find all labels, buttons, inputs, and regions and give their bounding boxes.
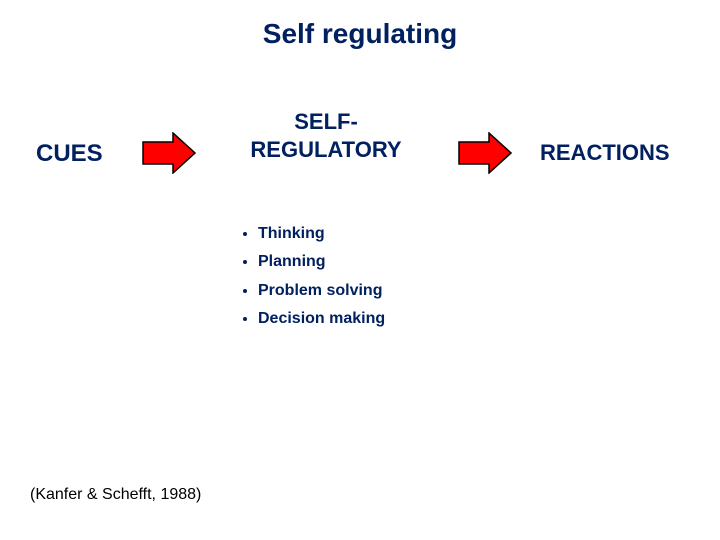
cues-label: CUES — [36, 140, 103, 168]
bullet-item: Decision making — [258, 310, 388, 328]
self-regulatory-label: SELF- REGULATORY — [226, 108, 426, 163]
bullet-list: Thinking Planning Problem solving Decision … — [238, 225, 388, 339]
self-regulatory-line2: REGULATORY — [250, 137, 401, 162]
reactions-label: REACTIONS — [540, 140, 670, 166]
bullet-item: Planning — [258, 253, 388, 271]
citation-text: (Kanfer & Schefft, 1988) — [30, 486, 201, 504]
arrow-2 — [458, 132, 512, 174]
bullet-item: Problem solving — [258, 282, 388, 300]
self-regulatory-line1: SELF- — [294, 109, 358, 134]
arrow-1 — [142, 132, 196, 174]
bullet-item: Thinking — [258, 225, 388, 243]
slide-title: Self regulating — [0, 18, 720, 50]
